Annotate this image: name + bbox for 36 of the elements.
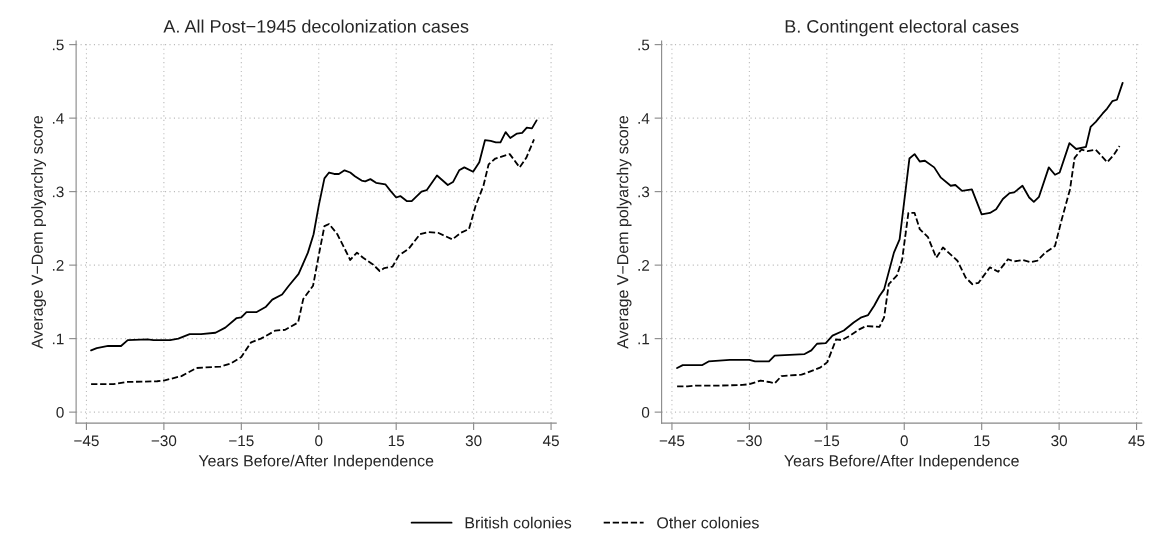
y-tick-label: .3 <box>638 186 650 198</box>
chart-title: A. All Post−1945 decolonization cases <box>163 19 469 33</box>
x-tick-label: −45 <box>659 435 685 447</box>
x-tick-label: −30 <box>737 435 762 447</box>
y-tick-label: .1 <box>638 333 650 345</box>
y-tick-label: .4 <box>638 113 650 124</box>
y-axis-title: Average V−Dem polyarchy score <box>616 115 632 349</box>
x-tick-label: 15 <box>388 435 405 447</box>
y-tick-label: .4 <box>52 113 64 124</box>
y-tick-label: .5 <box>638 39 650 51</box>
x-tick-label: 30 <box>465 435 482 447</box>
x-tick-label: −15 <box>229 435 254 447</box>
x-tick-label: −45 <box>74 435 99 447</box>
x-tick-label: 0 <box>315 435 323 447</box>
chart-title: B. Contingent electoral cases <box>785 19 1019 37</box>
y-tick-label: .1 <box>52 333 64 345</box>
y-tick-label: .5 <box>52 39 64 51</box>
y-tick-label: .2 <box>638 259 650 271</box>
legend-label: Other colonies <box>657 516 759 529</box>
y-tick-label: .3 <box>52 186 64 198</box>
x-tick-label: 45 <box>1128 435 1145 447</box>
x-tick-label: 30 <box>1051 435 1068 447</box>
x-tick-label: −30 <box>151 435 177 447</box>
x-tick-label: 0 <box>900 435 908 447</box>
x-axis-title: Years Before/After Independence <box>784 454 1019 470</box>
y-tick-label: 0 <box>641 406 650 418</box>
legend-label: British colonies <box>465 516 572 529</box>
line-series <box>90 138 535 386</box>
y-axis-title: Average V−Dem polyarchy score <box>31 115 47 349</box>
y-tick-label: .2 <box>52 259 64 271</box>
x-tick-label: −15 <box>814 435 840 447</box>
y-tick-label: 0 <box>56 406 64 418</box>
line-series <box>90 119 538 352</box>
x-tick-label: 45 <box>542 435 559 447</box>
x-axis-title: Years Before/After Independence <box>198 454 434 470</box>
x-tick-label: 15 <box>974 435 990 447</box>
